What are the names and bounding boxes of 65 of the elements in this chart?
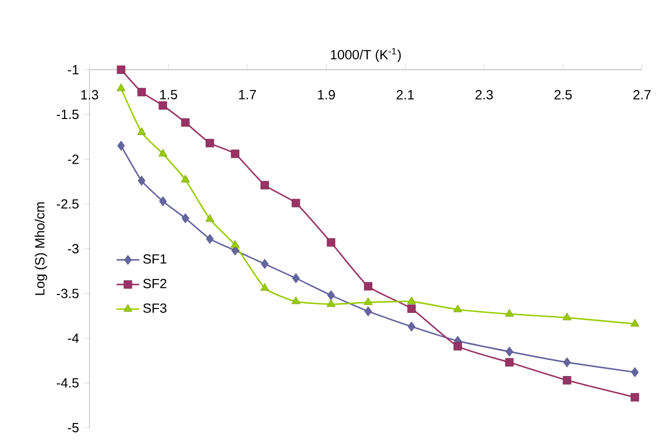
point (326, 238, 336, 247)
x-tick-label: 1.3 (81, 90, 98, 100)
point (364, 306, 372, 316)
point (117, 140, 125, 151)
point (260, 283, 270, 291)
point (327, 290, 335, 300)
point (206, 138, 214, 148)
point (408, 322, 416, 332)
y-tick-label: -4.5 (56, 378, 79, 388)
point (116, 84, 126, 92)
point (562, 312, 572, 320)
x-tick-label: 2.3 (476, 90, 493, 100)
y-tick-label: -3 (68, 244, 79, 254)
point (562, 376, 572, 384)
point (158, 101, 168, 110)
point (260, 180, 269, 190)
y-tick-label: -1 (68, 65, 78, 74)
point (158, 148, 168, 156)
point (138, 176, 146, 186)
y-tick-label: -1.5 (56, 110, 79, 120)
point (454, 342, 462, 350)
y-tick-label: -4 (68, 334, 79, 343)
x-tick-label: 2.1 (396, 90, 414, 100)
legend-label: SF3 (143, 303, 166, 313)
x-tick-label: 2.5 (554, 90, 572, 100)
x-axis-title: 1000/T (K$^{-1}$) (330, 48, 401, 62)
y-axis-title: Log (S) Mho/cm (34, 202, 48, 295)
point (407, 304, 416, 313)
y-tick-label: -3.5 (56, 288, 79, 298)
x-tick-label: 2.7 (633, 90, 651, 100)
point (631, 367, 639, 378)
point (505, 309, 514, 317)
point (206, 214, 214, 222)
point (137, 88, 146, 96)
y-tick-label: -2.5 (56, 199, 79, 209)
point (181, 118, 190, 127)
point (230, 150, 240, 158)
point (364, 282, 372, 290)
point (116, 66, 126, 74)
y-tick-label: -2 (68, 154, 78, 164)
point (407, 296, 416, 304)
legend-label: SF1 (143, 254, 166, 264)
point (181, 174, 190, 182)
point (182, 213, 190, 224)
point (159, 196, 167, 206)
point (453, 304, 462, 312)
point (206, 234, 214, 244)
point (260, 258, 269, 269)
point (292, 198, 300, 208)
point (563, 357, 571, 368)
x-tick-label: 1.9 (318, 90, 335, 100)
point (506, 346, 514, 357)
x-tick-label: 1.5 (160, 90, 178, 100)
point (230, 240, 240, 248)
point (364, 297, 372, 305)
point (292, 296, 300, 304)
y-tick-label: -5 (68, 423, 79, 432)
point (292, 273, 300, 284)
point (326, 299, 336, 307)
point (505, 358, 514, 367)
point (630, 318, 640, 326)
legend-label: SF2 (143, 278, 166, 288)
point (630, 393, 640, 402)
point (137, 127, 146, 135)
x-tick-label: 1.7 (239, 90, 256, 100)
